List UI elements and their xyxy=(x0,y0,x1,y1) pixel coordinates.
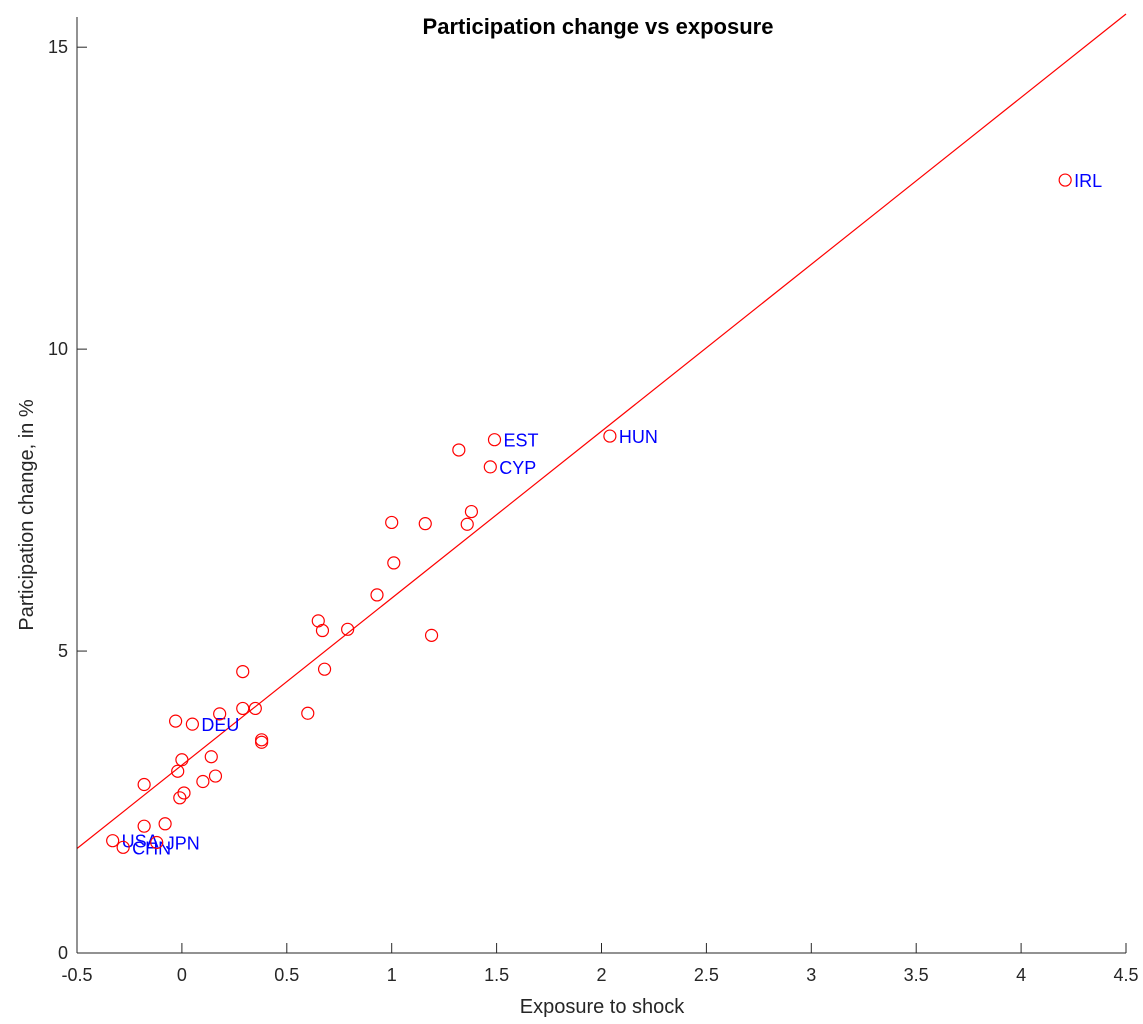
x-axis-ticks: -0.5 0 0.5 1 1.5 2 2.5 3 3.5 4 4.5 xyxy=(61,943,1139,985)
x-tick-label: 0.5 xyxy=(274,965,299,985)
data-point xyxy=(150,835,164,850)
data-point xyxy=(169,714,183,728)
data-point xyxy=(603,429,617,443)
x-tick-label: 2.5 xyxy=(694,965,719,985)
chart-title: Participation change vs exposure xyxy=(423,14,774,39)
x-tick-label: 4 xyxy=(1016,965,1026,985)
y-axis-ticks: 0 5 10 15 xyxy=(48,37,87,963)
data-point xyxy=(1058,173,1072,187)
fit-line xyxy=(76,13,1127,849)
x-tick-label: 3.5 xyxy=(904,965,929,985)
data-point xyxy=(301,706,315,720)
point-label: HUN xyxy=(619,427,658,447)
data-point xyxy=(370,588,384,602)
data-point xyxy=(137,819,151,833)
x-tick-label: 0 xyxy=(177,965,187,985)
data-point xyxy=(204,750,218,764)
data-point xyxy=(483,460,497,474)
data-point xyxy=(387,556,401,570)
data-point xyxy=(385,515,399,530)
data-point xyxy=(460,517,474,531)
point-label: IRL xyxy=(1074,171,1102,191)
y-tick-label: 0 xyxy=(58,943,68,963)
point-label: CHN xyxy=(132,838,171,858)
data-point xyxy=(116,840,130,854)
data-point xyxy=(315,623,330,638)
data-point xyxy=(177,786,191,800)
y-tick-label: 15 xyxy=(48,37,68,57)
point-label: USA xyxy=(122,832,159,852)
data-point xyxy=(236,664,250,679)
data-point xyxy=(487,433,502,447)
y-axis-title: Participation change, in % xyxy=(16,399,38,630)
point-label: DEU xyxy=(201,715,239,735)
x-tick-label: -0.5 xyxy=(61,965,92,985)
data-point xyxy=(424,628,439,642)
x-tick-label: 2 xyxy=(596,965,606,985)
data-point xyxy=(171,764,185,778)
data-point xyxy=(158,817,172,831)
axes xyxy=(76,17,1126,954)
data-point xyxy=(255,733,269,747)
x-tick-label: 4.5 xyxy=(1113,965,1138,985)
data-point xyxy=(418,517,432,531)
data-point xyxy=(137,777,151,792)
data-point xyxy=(464,504,479,519)
x-tick-label: 1 xyxy=(387,965,397,985)
x-tick-label: 1.5 xyxy=(484,965,509,985)
y-tick-label: 5 xyxy=(58,641,68,661)
data-point xyxy=(196,774,210,789)
data-point xyxy=(213,707,227,721)
data-point xyxy=(317,662,332,676)
point-label: EST xyxy=(504,431,539,451)
data-point xyxy=(106,834,120,848)
point-label: JPN xyxy=(166,833,200,853)
data-point xyxy=(255,735,269,749)
x-tick-label: 3 xyxy=(806,965,816,985)
data-point xyxy=(248,701,262,716)
point-label: CYP xyxy=(499,458,536,478)
data-point xyxy=(341,622,355,636)
data-point xyxy=(208,769,223,783)
data-point xyxy=(173,791,187,805)
data-point xyxy=(175,753,189,767)
x-axis-title: Exposure to shock xyxy=(520,996,686,1018)
data-point xyxy=(185,717,199,731)
data-point xyxy=(452,443,466,457)
y-tick-label: 10 xyxy=(48,339,68,359)
data-point xyxy=(236,701,250,716)
